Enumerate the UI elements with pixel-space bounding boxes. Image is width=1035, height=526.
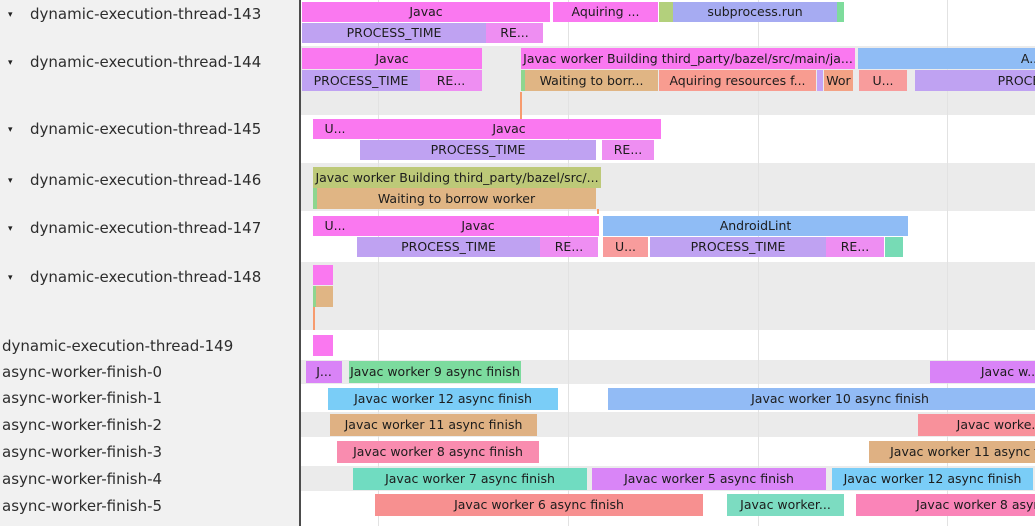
trace-event-bar[interactable]: Javac worke... [918, 414, 1035, 436]
trace-event-bar[interactable]: RE... [540, 237, 598, 257]
trace-event-bar[interactable]: PROCESS_TIME [357, 237, 540, 257]
trace-event-bar[interactable]: Waiting to borrow worker [317, 188, 596, 209]
trace-event-bar[interactable]: Waiting to borr... [525, 70, 658, 91]
trace-event-bar[interactable] [316, 286, 333, 307]
trace-event-bar[interactable]: Aquiring resources f... [659, 70, 816, 91]
trace-event-bar[interactable]: PROCESS_TIME [302, 70, 420, 91]
sidebar-track-async-worker-finish-4[interactable]: async-worker-finish-4 [0, 470, 299, 488]
trace-event-bar[interactable]: U... [603, 237, 648, 257]
trace-event-bar[interactable]: U... [313, 216, 357, 236]
trace-event-bar[interactable] [597, 209, 599, 214]
track-label: async-worker-finish-5 [2, 497, 163, 515]
sidebar-track-async-worker-finish-5[interactable]: async-worker-finish-5 [0, 497, 299, 515]
trace-event-bar[interactable]: RE... [602, 140, 654, 160]
gridline [378, 0, 379, 526]
trace-event-bar[interactable]: Javac worker 11 async finish [330, 414, 537, 436]
trace-event-bar[interactable]: Javac [357, 216, 599, 236]
trace-event-bar[interactable]: Javac worker 12 async finish [832, 468, 1033, 490]
trace-event-bar[interactable]: Javac worker 9 async finish [349, 361, 521, 383]
trace-event-bar[interactable] [837, 2, 844, 22]
trace-event-bar[interactable] [313, 188, 317, 209]
trace-event-bar[interactable] [659, 2, 673, 22]
gridline [568, 0, 569, 526]
track-label: async-worker-finish-2 [2, 416, 163, 434]
track-label: async-worker-finish-4 [2, 470, 163, 488]
collapse-triangle-icon[interactable]: ▾ [8, 125, 13, 135]
trace-event-bar[interactable]: Javac worker 10 async finish [608, 388, 1035, 410]
track-label: dynamic-execution-thread-149 [2, 337, 234, 355]
collapse-triangle-icon[interactable]: ▾ [8, 273, 13, 283]
trace-event-bar[interactable]: RE... [826, 237, 884, 257]
track-label: dynamic-execution-thread-146 [30, 171, 262, 189]
trace-event-bar[interactable]: J... [306, 361, 342, 383]
collapse-triangle-icon[interactable]: ▾ [8, 224, 13, 234]
collapse-triangle-icon[interactable]: ▾ [8, 176, 13, 186]
sidebar-track-async-worker-finish-0[interactable]: async-worker-finish-0 [0, 363, 299, 381]
trace-event-bar[interactable]: Javac worker 8 async finish [856, 494, 1035, 516]
sidebar-track-dynamic-execution-thread-143[interactable]: ▾ dynamic-execution-thread-143 [0, 5, 299, 23]
collapse-triangle-icon[interactable]: ▾ [8, 58, 13, 68]
sidebar-track-dynamic-execution-thread-148[interactable]: ▾ dynamic-execution-thread-148 [0, 268, 299, 286]
trace-event-bar[interactable] [817, 70, 823, 91]
collapse-triangle-icon[interactable]: ▾ [8, 10, 13, 20]
track-label: dynamic-execution-thread-143 [30, 5, 262, 23]
trace-event-bar[interactable]: U... [859, 70, 907, 91]
trace-event-bar[interactable]: PROCESS_TIME [302, 23, 486, 43]
trace-event-bar[interactable]: Javac worker 6 async finish [375, 494, 703, 516]
trace-event-bar[interactable]: U... [313, 119, 357, 139]
trace-event-bar[interactable]: A... [858, 48, 1035, 69]
trace-event-bar[interactable]: Javac [302, 48, 482, 69]
trace-event-bar[interactable] [885, 237, 903, 257]
trace-event-bar[interactable]: PROCESS_TIME [360, 140, 596, 160]
trace-event-bar[interactable]: Javac worker 5 async finish [592, 468, 826, 490]
track-label: dynamic-execution-thread-148 [30, 268, 262, 286]
trace-event-bar[interactable] [313, 335, 333, 356]
trace-event-bar[interactable]: Javac worker 8 async finish [337, 441, 539, 463]
trace-event-bar[interactable]: Javac worker Building third_party/bazel/… [521, 48, 855, 69]
track-background-band [301, 262, 1035, 330]
trace-event-bar[interactable] [313, 286, 316, 307]
trace-event-bar[interactable]: Javac worker 7 async finish [353, 468, 587, 490]
gridline [758, 0, 759, 526]
sidebar-track-dynamic-execution-thread-144[interactable]: ▾ dynamic-execution-thread-144 [0, 53, 299, 71]
trace-event-bar[interactable]: Javac worker 11 async finish [869, 441, 1035, 463]
track-label: async-worker-finish-0 [2, 363, 163, 381]
trace-event-bar[interactable]: Javac [357, 119, 661, 139]
trace-event-bar[interactable]: RE... [486, 23, 543, 43]
track-label: async-worker-finish-3 [2, 443, 163, 461]
trace-event-bar[interactable]: Javac [302, 2, 550, 22]
trace-event-bar[interactable] [520, 92, 522, 119]
sidebar-track-async-worker-finish-1[interactable]: async-worker-finish-1 [0, 389, 299, 407]
sidebar-track-dynamic-execution-thread-147[interactable]: ▾ dynamic-execution-thread-147 [0, 219, 299, 237]
track-sidebar: ▾ dynamic-execution-thread-143 ▾ dynamic-ex… [0, 0, 301, 526]
track-label: dynamic-execution-thread-144 [30, 53, 262, 71]
trace-event-bar[interactable]: AndroidLint [603, 216, 908, 236]
trace-event-bar[interactable]: Javac worker... [727, 494, 844, 516]
sidebar-track-dynamic-execution-thread-149[interactable]: dynamic-execution-thread-149 [0, 337, 299, 355]
timeline-canvas[interactable]: Javac Aquiring ... subprocess.run PROCESS_T… [301, 0, 1035, 526]
sidebar-track-async-worker-finish-3[interactable]: async-worker-finish-3 [0, 443, 299, 461]
track-label: dynamic-execution-thread-147 [30, 219, 262, 237]
track-label: dynamic-execution-thread-145 [30, 120, 262, 138]
sidebar-track-dynamic-execution-thread-145[interactable]: ▾ dynamic-execution-thread-145 [0, 120, 299, 138]
gridline [947, 0, 948, 526]
track-label: async-worker-finish-1 [2, 389, 163, 407]
trace-event-bar[interactable]: PROCESS_TIME [650, 237, 826, 257]
trace-event-bar[interactable]: subprocess.run [673, 2, 837, 22]
sidebar-track-async-worker-finish-2[interactable]: async-worker-finish-2 [0, 416, 299, 434]
trace-event-bar[interactable]: Javac worker 12 async finish [328, 388, 558, 410]
trace-event-bar[interactable] [521, 70, 525, 91]
trace-event-bar[interactable] [313, 265, 333, 285]
sidebar-track-dynamic-execution-thread-146[interactable]: ▾ dynamic-execution-thread-146 [0, 171, 299, 189]
trace-event-bar[interactable]: Aquiring ... [553, 2, 658, 22]
trace-event-bar[interactable]: Javac w... [930, 361, 1035, 383]
trace-event-bar[interactable]: RE... [420, 70, 482, 91]
trace-event-bar[interactable]: Javac worker Building third_party/bazel/… [313, 167, 601, 188]
trace-event-bar[interactable] [313, 307, 315, 330]
trace-event-bar[interactable]: PROCESS_TIME [915, 70, 1035, 91]
trace-event-bar[interactable]: Wor [824, 70, 853, 91]
